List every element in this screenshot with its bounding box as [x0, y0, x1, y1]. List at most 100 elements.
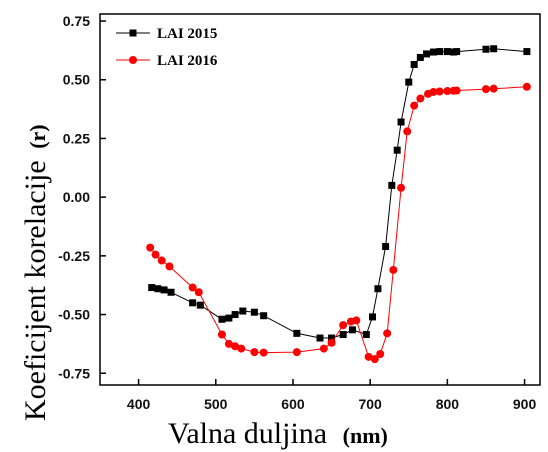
- legend-label-lai-2016: LAI 2016: [157, 53, 218, 69]
- data-point: [327, 338, 336, 347]
- data-point: [218, 315, 226, 323]
- data-point: [410, 60, 418, 68]
- data-point: [316, 334, 324, 342]
- data-point: [188, 283, 197, 292]
- data-point: [237, 344, 246, 353]
- data-point: [410, 101, 419, 110]
- data-point: [416, 94, 425, 103]
- y-tick-label: 0.50: [63, 72, 90, 88]
- data-point: [189, 299, 197, 307]
- data-point: [490, 45, 498, 53]
- data-point: [370, 355, 379, 364]
- data-point: [403, 127, 412, 136]
- y-axis-unit: (r): [25, 124, 50, 148]
- data-point: [148, 284, 156, 292]
- data-point: [522, 82, 531, 91]
- data-point: [443, 48, 451, 56]
- data-point: [292, 348, 301, 357]
- data-point: [423, 50, 431, 58]
- data-point: [154, 285, 162, 293]
- data-point: [319, 344, 328, 353]
- data-point: [388, 181, 396, 189]
- data-point: [362, 331, 370, 339]
- legend-label-lai-2015: LAI 2015: [157, 26, 217, 42]
- legend-marker-lai-2015: [129, 29, 137, 37]
- data-point: [167, 288, 175, 296]
- data-point: [397, 118, 405, 126]
- data-point: [453, 48, 461, 56]
- series-line: [149, 86, 527, 360]
- y-axis-label: Koeficijent korelacije: [19, 160, 52, 421]
- y-tick-label: 0.75: [63, 13, 90, 29]
- legend-item-lai-2016: LAI 2016: [116, 53, 218, 69]
- x-tick-label: 500: [204, 396, 228, 412]
- data-point: [429, 48, 437, 56]
- series-layer: [146, 45, 531, 364]
- x-tick-label: 800: [436, 396, 460, 412]
- data-point: [489, 84, 498, 93]
- data-point: [482, 45, 490, 53]
- data-point: [376, 350, 385, 359]
- data-point: [157, 256, 166, 265]
- data-point: [260, 312, 268, 320]
- x-axis-label: Valna duljina: [168, 417, 327, 450]
- data-point: [436, 48, 444, 56]
- x-tick-label: 700: [358, 396, 382, 412]
- data-point: [435, 87, 444, 96]
- series-lai-2016: [146, 82, 531, 364]
- data-point: [196, 301, 204, 309]
- data-point: [225, 314, 233, 322]
- data-point: [165, 262, 174, 271]
- data-point: [416, 53, 424, 61]
- data-point: [348, 326, 356, 334]
- data-point: [368, 313, 376, 321]
- data-point: [523, 48, 531, 56]
- y-tick-label: -0.50: [58, 307, 90, 323]
- data-point: [389, 265, 398, 274]
- data-point: [339, 321, 348, 330]
- data-point: [231, 311, 239, 319]
- data-point: [151, 250, 160, 259]
- y-axis-ticks: -0.75 -0.50 -0.25 0.00 0.25 0.50 0.75: [58, 13, 106, 381]
- data-point: [443, 87, 452, 96]
- data-point: [383, 329, 392, 338]
- data-point: [328, 334, 336, 342]
- data-point: [429, 87, 438, 96]
- legend-item-lai-2015: LAI 2015: [116, 26, 217, 42]
- data-point: [405, 78, 413, 86]
- data-point: [250, 308, 258, 316]
- y-tick-label: -0.25: [58, 248, 90, 264]
- data-point: [146, 243, 155, 252]
- series-line: [151, 48, 527, 339]
- y-tick-label: 0.00: [63, 189, 90, 205]
- data-point: [160, 286, 168, 294]
- data-point: [374, 285, 382, 293]
- x-axis-title: Valna duljina (nm): [168, 417, 388, 450]
- data-point: [259, 348, 268, 357]
- y-axis-title: Koeficijent korelacije (r): [19, 124, 52, 421]
- data-point: [397, 183, 406, 192]
- data-point: [250, 348, 259, 357]
- data-point: [364, 352, 373, 361]
- plot-frame: [99, 13, 541, 386]
- data-point: [452, 86, 461, 95]
- y-tick-label: -0.75: [58, 365, 90, 381]
- plot-area: 400 500 600 700 800 900 -0.75 -0.50 -0.25 0.00 0.…: [58, 13, 541, 412]
- data-point: [293, 329, 301, 337]
- x-tick-label: 600: [281, 396, 305, 412]
- data-point: [231, 342, 240, 351]
- series-lai-2015: [148, 45, 531, 342]
- data-point: [339, 331, 347, 339]
- data-point: [239, 307, 247, 315]
- data-point: [393, 146, 401, 154]
- data-point: [352, 316, 361, 325]
- data-point: [217, 330, 226, 339]
- data-point: [382, 242, 390, 250]
- x-axis-ticks: 400 500 600 700 800 900: [127, 379, 537, 412]
- x-tick-label: 900: [513, 396, 537, 412]
- data-point: [224, 339, 233, 348]
- x-tick-label: 400: [127, 396, 151, 412]
- y-tick-label: 0.25: [63, 130, 90, 146]
- data-point: [481, 85, 490, 94]
